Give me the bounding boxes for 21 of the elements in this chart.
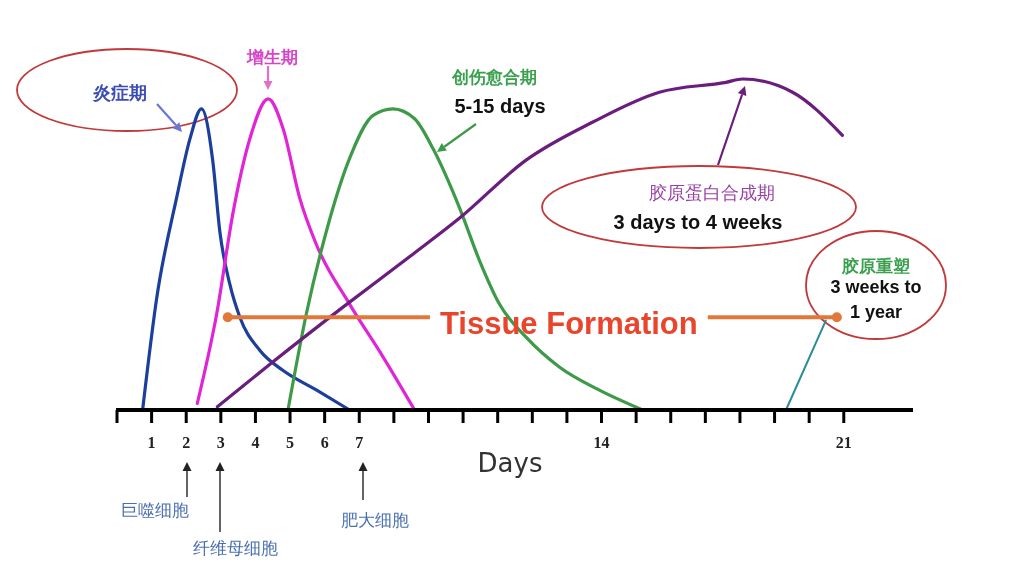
x-tick-label: 21 <box>835 433 852 451</box>
annotation: 创伤愈合期 <box>450 67 537 87</box>
x-tick-label: 14 <box>593 433 610 451</box>
annotation: 炎症期 <box>92 83 147 103</box>
x-tick-label: 1 <box>147 433 156 451</box>
text: 纤维母细胞 <box>192 538 278 558</box>
text: 巨噬细胞 <box>121 500 189 520</box>
annotation: 胶原重塑 <box>841 255 910 276</box>
annotation: 5-15 days <box>454 95 546 117</box>
x-tick-label: 4 <box>251 433 260 451</box>
annotation: 胶原蛋白合成期 <box>649 183 775 203</box>
annotation: 3 days to 4 weeks <box>613 211 783 233</box>
x-tick-label: 5 <box>286 433 295 451</box>
x-tick-label: 7 <box>355 433 364 451</box>
x-tick-label: 2 <box>182 433 191 451</box>
annotation: 3 weeks to 1 year <box>830 277 922 322</box>
text: 肥大细胞 <box>341 510 409 530</box>
x-tick-label: 3 <box>216 433 225 451</box>
x-tick-label: 6 <box>320 433 329 451</box>
text: 增生期 <box>245 47 298 67</box>
x-axis-title: Days <box>477 448 543 478</box>
